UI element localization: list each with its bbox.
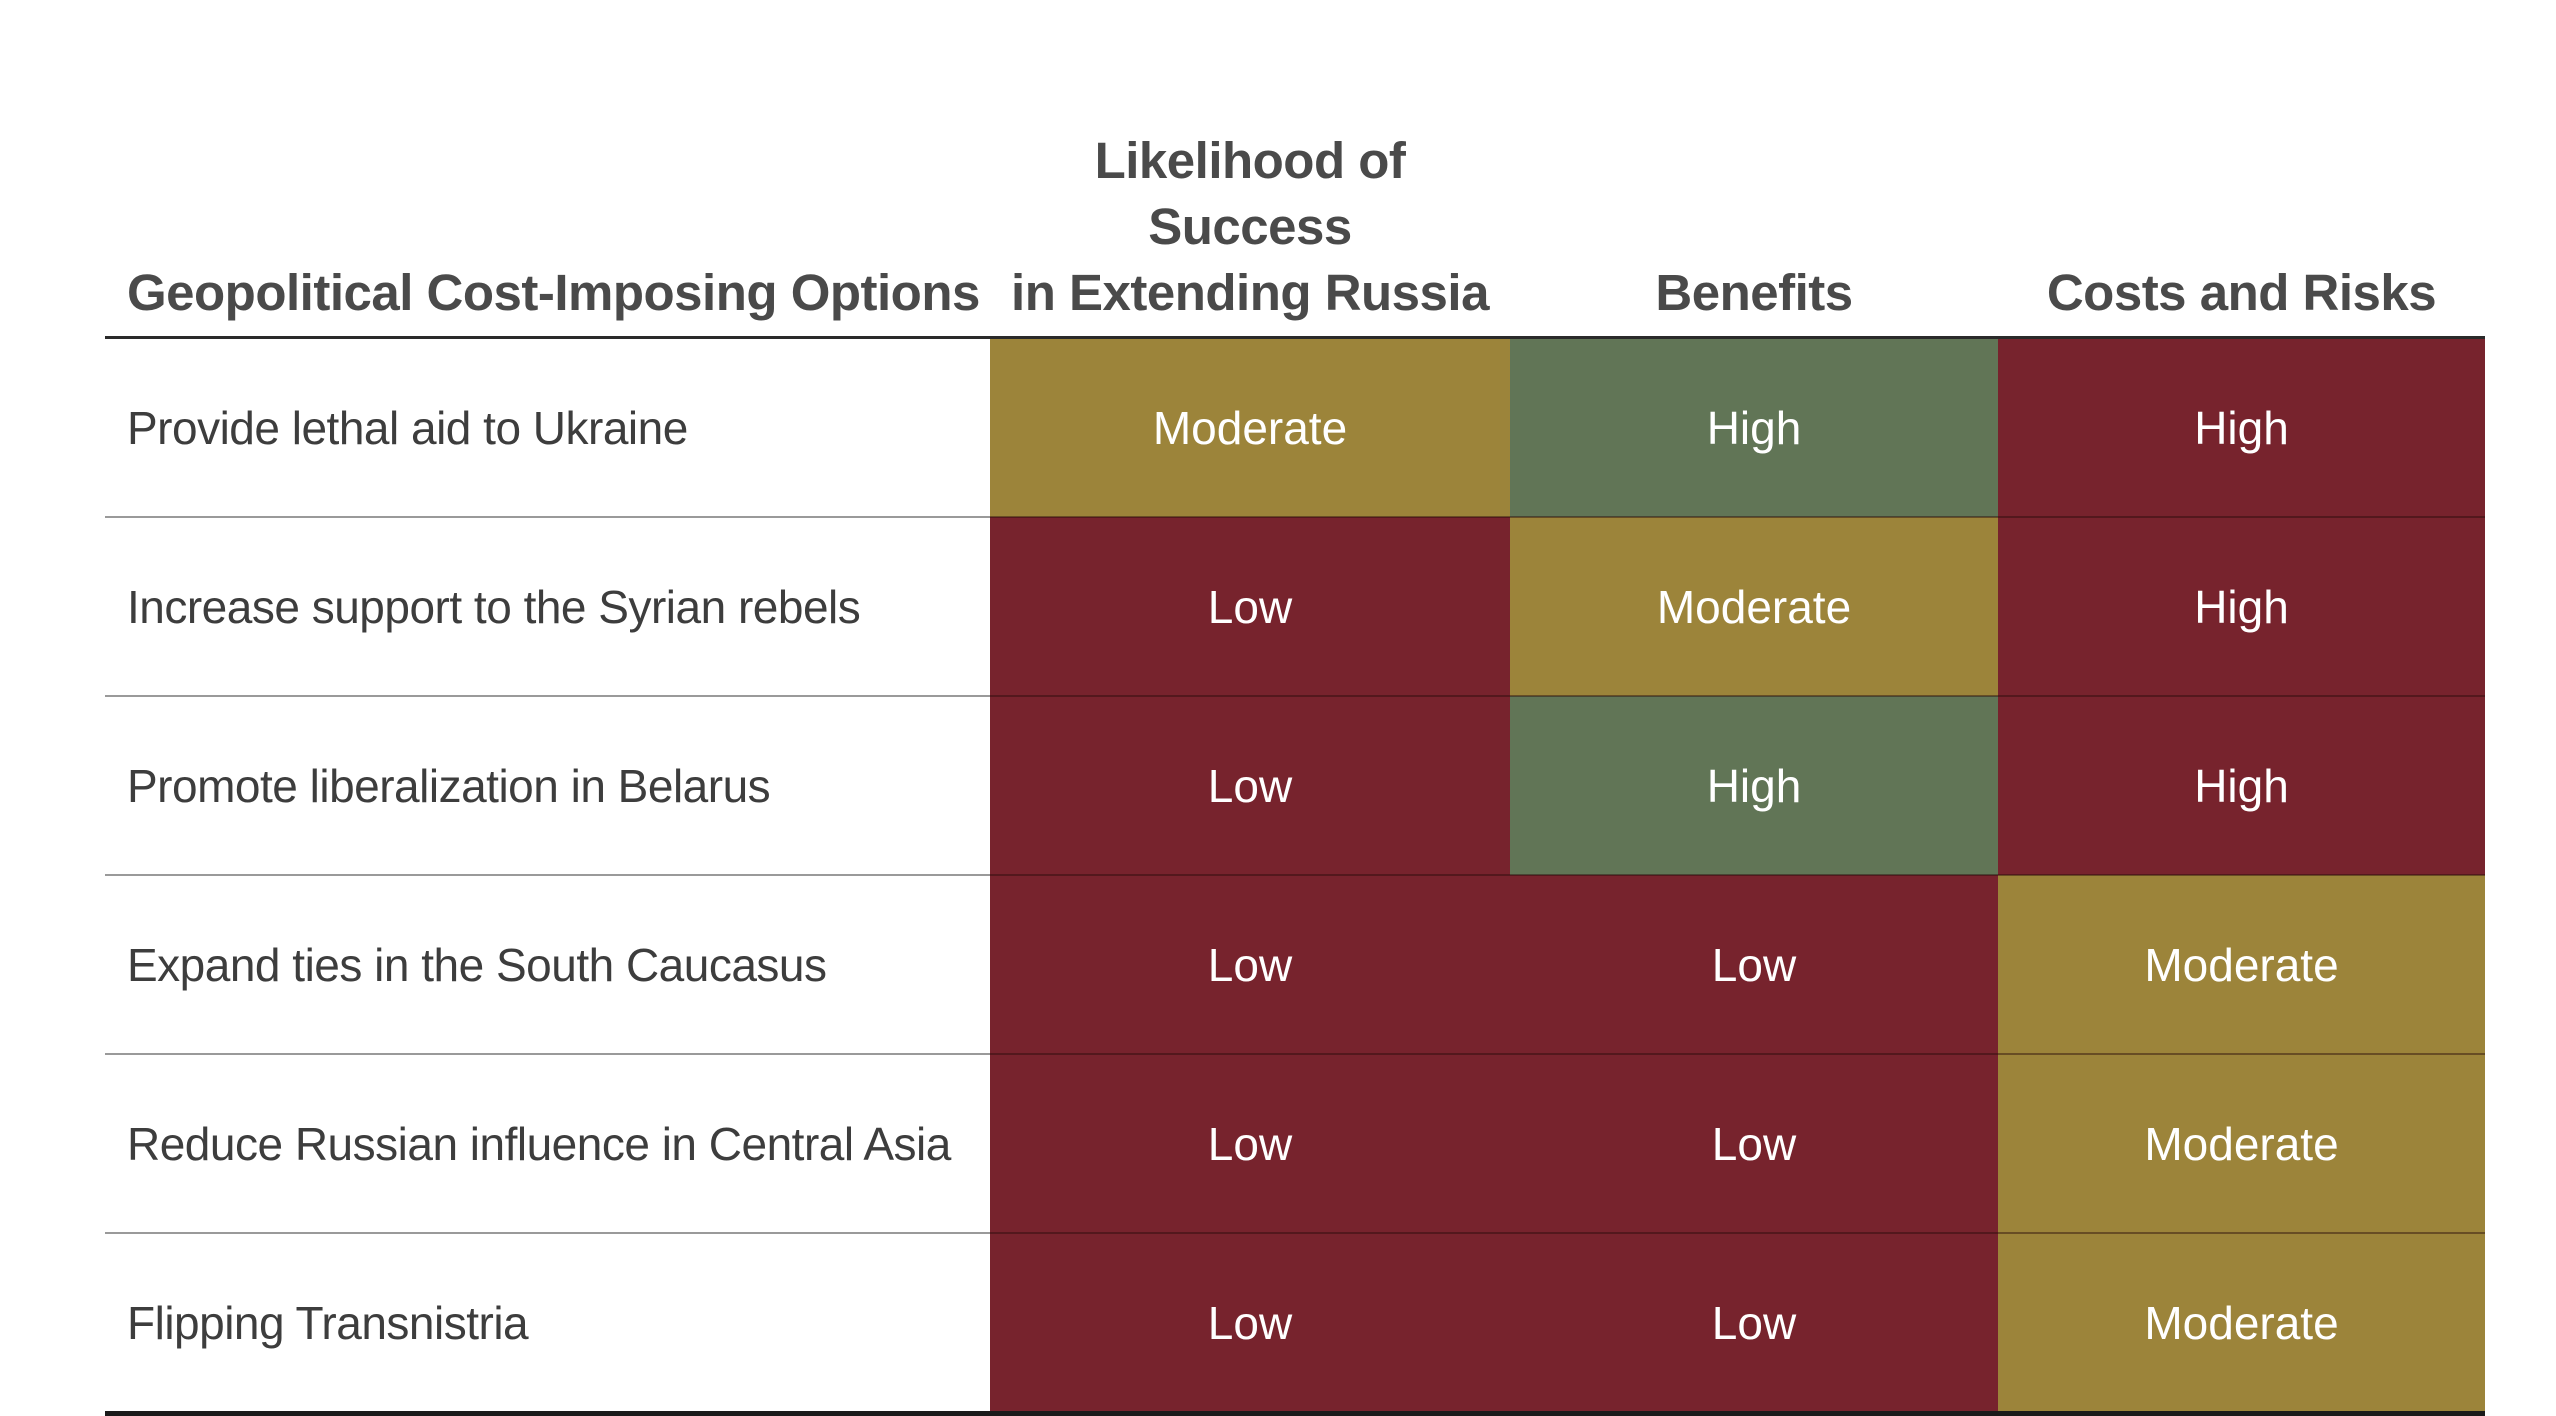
option-cell: Reduce Russian influence in Central Asia <box>105 1054 990 1234</box>
costs-cell: Moderate <box>1998 1054 2485 1234</box>
header-options: Geopolitical Cost-Imposing Options <box>105 128 990 339</box>
table-row: Increase support to the Syrian rebels Lo… <box>105 517 2485 697</box>
option-cell: Promote liberalization in Belarus <box>105 696 990 876</box>
benefits-cell: Low <box>1510 1054 1998 1234</box>
table-row: Flipping Transnistria Low Low Moderate <box>105 1233 2485 1416</box>
costs-cell: High <box>1998 337 2485 518</box>
header-benefits: Benefits <box>1510 128 1998 339</box>
costs-cell: High <box>1998 696 2485 876</box>
options-table-container: Geopolitical Cost-Imposing Options Likel… <box>105 128 2485 1416</box>
header-likelihood: Likelihood of Success in Extending Russi… <box>990 128 1510 339</box>
costs-cell: Moderate <box>1998 1233 2485 1416</box>
table-row: Expand ties in the South Caucasus Low Lo… <box>105 875 2485 1055</box>
table-row: Provide lethal aid to Ukraine Moderate H… <box>105 337 2485 518</box>
benefits-cell: Moderate <box>1510 517 1998 697</box>
cost-imposing-options-table: Geopolitical Cost-Imposing Options Likel… <box>105 128 2485 1416</box>
table-header-row: Geopolitical Cost-Imposing Options Likel… <box>105 128 2485 339</box>
likelihood-cell: Low <box>990 1233 1510 1416</box>
option-cell: Increase support to the Syrian rebels <box>105 517 990 697</box>
likelihood-cell: Low <box>990 696 1510 876</box>
benefits-cell: High <box>1510 696 1998 876</box>
option-cell: Expand ties in the South Caucasus <box>105 875 990 1055</box>
header-costs-and-risks: Costs and Risks <box>1998 128 2485 339</box>
likelihood-cell: Moderate <box>990 337 1510 518</box>
likelihood-cell: Low <box>990 1054 1510 1234</box>
costs-cell: High <box>1998 517 2485 697</box>
costs-cell: Moderate <box>1998 875 2485 1055</box>
benefits-cell: Low <box>1510 875 1998 1055</box>
likelihood-cell: Low <box>990 517 1510 697</box>
benefits-cell: Low <box>1510 1233 1998 1416</box>
option-cell: Flipping Transnistria <box>105 1233 990 1416</box>
table-row: Reduce Russian influence in Central Asia… <box>105 1054 2485 1234</box>
table-row: Promote liberalization in Belarus Low Hi… <box>105 696 2485 876</box>
likelihood-cell: Low <box>990 875 1510 1055</box>
option-cell: Provide lethal aid to Ukraine <box>105 337 990 518</box>
benefits-cell: High <box>1510 337 1998 518</box>
